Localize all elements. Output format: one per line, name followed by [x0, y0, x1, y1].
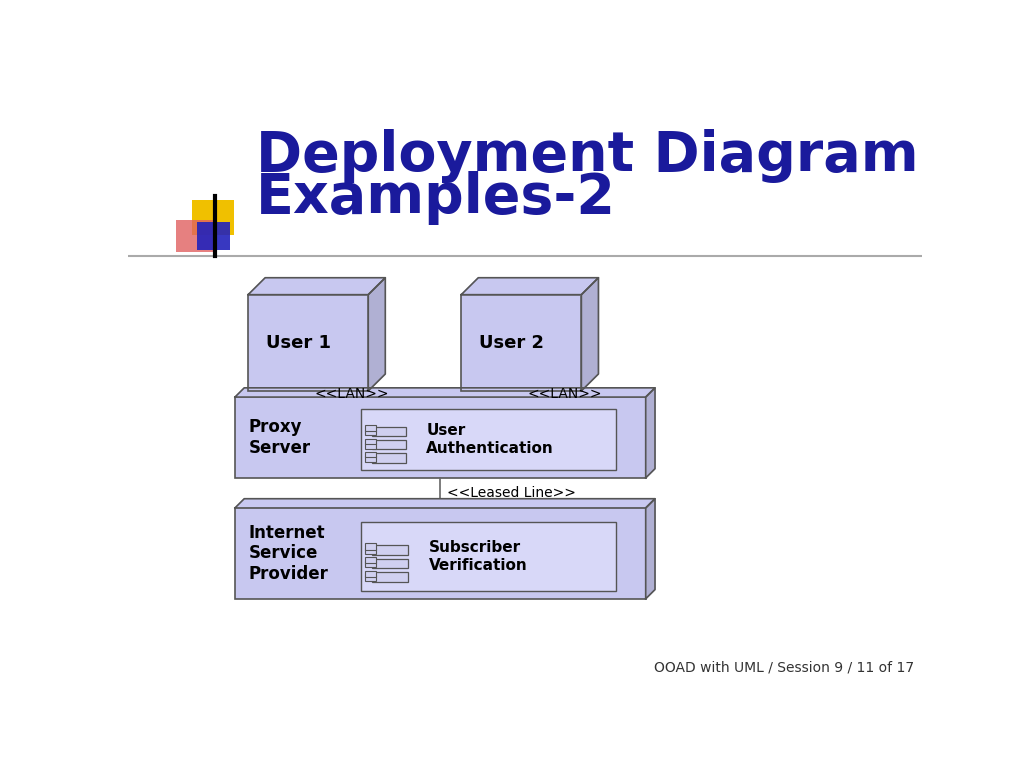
- Bar: [198, 221, 230, 250]
- Bar: [366, 425, 376, 432]
- Polygon shape: [582, 278, 598, 391]
- Polygon shape: [234, 498, 655, 508]
- Bar: [372, 559, 408, 568]
- Bar: [365, 548, 376, 554]
- Text: User 1: User 1: [266, 334, 331, 352]
- Bar: [365, 557, 376, 563]
- Bar: [234, 397, 646, 478]
- Polygon shape: [234, 388, 655, 397]
- Text: Proxy
Server: Proxy Server: [249, 418, 311, 457]
- Bar: [360, 521, 616, 591]
- Bar: [372, 453, 407, 462]
- Polygon shape: [248, 278, 385, 295]
- Bar: [461, 295, 582, 391]
- Polygon shape: [646, 388, 655, 478]
- Bar: [360, 409, 616, 470]
- Bar: [365, 574, 376, 581]
- Text: Subscriber
Verification: Subscriber Verification: [429, 540, 527, 573]
- Bar: [372, 545, 408, 554]
- Polygon shape: [461, 278, 598, 295]
- Text: Internet
Service
Provider: Internet Service Provider: [249, 524, 329, 583]
- Bar: [372, 572, 408, 582]
- Text: Deployment Diagram: Deployment Diagram: [256, 129, 919, 183]
- Bar: [366, 455, 376, 462]
- Bar: [366, 429, 376, 435]
- Bar: [372, 427, 407, 436]
- Bar: [366, 442, 376, 449]
- Bar: [365, 544, 376, 550]
- Text: Examples-2: Examples-2: [256, 171, 615, 226]
- Bar: [234, 508, 646, 599]
- Bar: [191, 200, 234, 235]
- Text: User 2: User 2: [479, 334, 544, 352]
- Text: <<LAN>>: <<LAN>>: [314, 387, 389, 401]
- Bar: [365, 571, 376, 577]
- Bar: [372, 440, 407, 449]
- Text: User
Authentication: User Authentication: [426, 423, 554, 455]
- Bar: [366, 439, 376, 445]
- Bar: [366, 452, 376, 458]
- Polygon shape: [646, 498, 655, 599]
- Bar: [248, 295, 369, 391]
- Bar: [176, 220, 215, 253]
- Text: OOAD with UML / Session 9 / 11 of 17: OOAD with UML / Session 9 / 11 of 17: [653, 660, 913, 674]
- Bar: [365, 561, 376, 568]
- Text: <<Leased Line>>: <<Leased Line>>: [446, 486, 575, 500]
- Text: <<LAN>>: <<LAN>>: [527, 387, 602, 401]
- Polygon shape: [369, 278, 385, 391]
